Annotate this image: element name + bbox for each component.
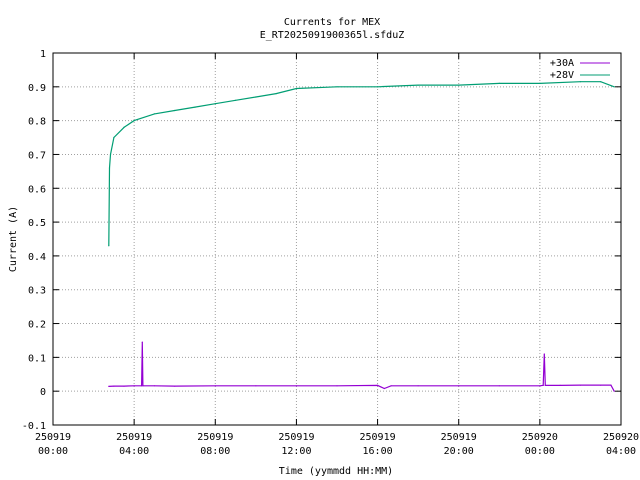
series-0-point: [113, 385, 115, 387]
y-tick-label: 0.2: [28, 320, 46, 331]
series-1-point: [275, 93, 277, 95]
y-tick-label: 0.4: [28, 252, 46, 263]
y-axis-label: Current (A): [8, 206, 19, 272]
series-0-point: [543, 353, 545, 355]
x-tick-label-time: 12:00: [281, 446, 311, 457]
series-1-point: [123, 126, 125, 128]
series-1-point: [295, 87, 297, 90]
series-line-1: [108, 81, 615, 246]
legend: +30A +28V: [550, 58, 610, 81]
series-1-point: [255, 96, 257, 98]
y-tick-label: 0.8: [28, 117, 46, 128]
series-0-point: [417, 385, 419, 387]
x-tick-label-time: 04:00: [606, 446, 636, 457]
series-0-point: [390, 385, 392, 387]
series-line-0: [108, 342, 615, 392]
chart-subtitle: E_RT2025091900365l.sfduZ: [260, 30, 405, 41]
y-tick-label: 0.7: [28, 150, 46, 161]
series-0-point: [295, 385, 297, 387]
x-tick-label-time: 08:00: [200, 446, 230, 457]
series-0-point: [123, 385, 125, 387]
series-1-point: [113, 136, 115, 139]
series-1-point: [174, 109, 176, 112]
series-1-point: [336, 86, 338, 88]
series-1-point: [235, 99, 237, 101]
series-0-point: [600, 384, 602, 386]
plot-frame: [52, 52, 622, 426]
x-tick-label-date: 250919: [35, 432, 71, 443]
series-1-point: [458, 84, 460, 86]
x-tick-label-date: 250919: [116, 432, 152, 443]
x-tick-label-date: 250919: [360, 432, 396, 443]
y-axis: -0.1 0 0.1 0.2 0.3 0.4 0.5 0.6 0.7 0.8 0.9 1: [22, 49, 621, 432]
y-tick-label: -0.1: [22, 421, 46, 432]
y-tick-label: 0.5: [28, 218, 46, 229]
series-1-point: [109, 153, 112, 156]
y-tick-label: 0.6: [28, 184, 46, 195]
series-0-point: [579, 384, 582, 386]
series-0-point: [498, 385, 500, 387]
series-0-point: [141, 341, 143, 343]
y-tick-label: 0.9: [28, 83, 46, 94]
series-0-point: [383, 387, 385, 390]
series-1-point: [417, 84, 419, 86]
series-1-point: [214, 103, 216, 105]
series-1-point: [539, 82, 541, 84]
series-0-point: [542, 384, 544, 386]
series-1-point: [377, 86, 379, 88]
legend-label-1: +28V: [550, 70, 574, 81]
x-tick-label-date: 250919: [278, 432, 314, 443]
y-tick-label: 0.3: [28, 286, 46, 297]
x-tick-label-time: 00:00: [38, 446, 68, 457]
series-0-point: [153, 385, 155, 387]
series-0-point: [255, 385, 257, 387]
series-1-point: [498, 82, 500, 84]
series-1-point: [108, 245, 110, 247]
y-tick-label: 0.1: [28, 353, 46, 364]
legend-label-0: +30A: [550, 58, 574, 69]
series-0-point: [142, 385, 144, 387]
x-tick-label-date: 250920: [603, 432, 639, 443]
series-0-point: [174, 385, 176, 387]
x-tick-label-time: 16:00: [363, 446, 393, 457]
series-1-point: [613, 86, 615, 88]
series-0-point: [539, 385, 541, 387]
y-tick-label: 0: [40, 387, 46, 398]
x-tick-label-time: 20:00: [444, 446, 474, 457]
x-tick-label-date: 250919: [197, 432, 233, 443]
series-0-point: [610, 384, 612, 386]
series-0-point: [108, 385, 110, 387]
series-0-point: [544, 384, 546, 386]
series-0-point: [214, 385, 216, 387]
x-tick-label-time: 00:00: [525, 446, 555, 457]
x-tick-label-time: 04:00: [119, 446, 149, 457]
series-area: [108, 81, 615, 392]
series-0-point: [133, 385, 135, 387]
series-0-point: [458, 385, 460, 387]
grid: [53, 53, 621, 425]
series-1-point: [600, 81, 602, 83]
x-axis-label: Time (yymmdd HH:MM): [279, 466, 393, 477]
series-1-point: [194, 106, 196, 108]
series-1-point: [108, 167, 111, 169]
series-0-point: [336, 385, 338, 387]
series-0-point: [141, 385, 143, 387]
chart-title: Currents for MEX: [284, 17, 380, 28]
series-1-point: [153, 113, 155, 115]
series-1-point: [133, 120, 135, 122]
series-0-point: [613, 390, 615, 392]
x-axis: 250919 00:00 250919 04:00 250919 08:00 250919 1…: [35, 53, 639, 457]
y-tick-label: 1: [40, 49, 46, 60]
x-tick-label-date: 250919: [441, 432, 477, 443]
series-0-point: [377, 384, 379, 386]
series-0-point: [559, 384, 561, 386]
series-1-point: [579, 81, 582, 83]
x-tick-label-date: 250920: [522, 432, 558, 443]
